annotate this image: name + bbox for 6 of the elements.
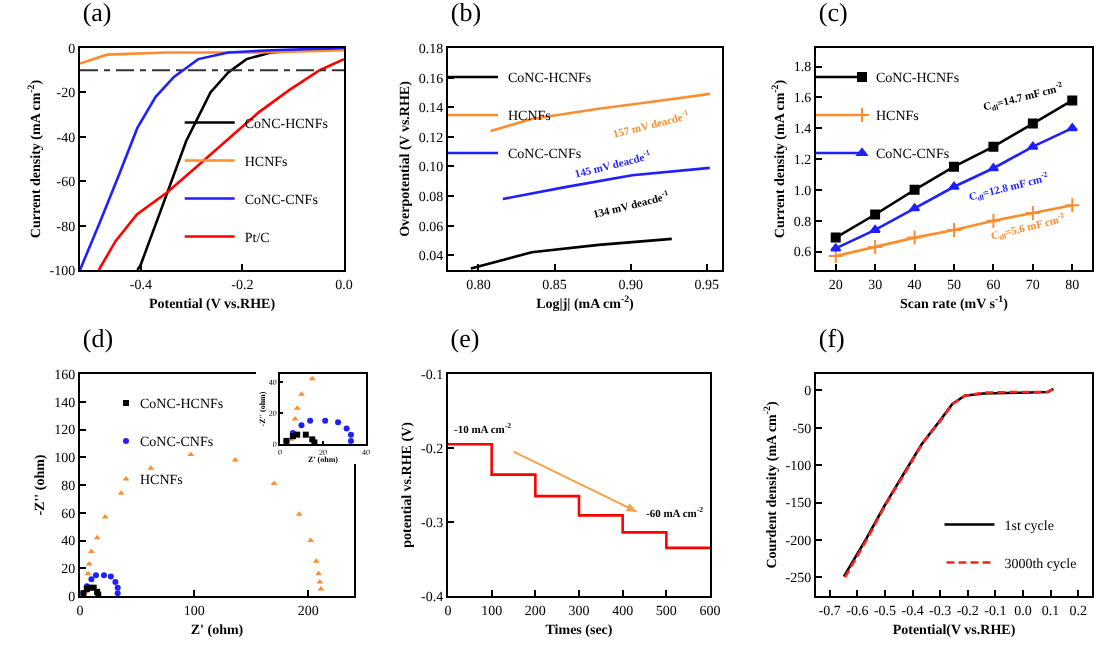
chart-title: (f) bbox=[818, 323, 845, 354]
chart-title: (d) bbox=[82, 323, 114, 354]
chart-title: (c) bbox=[818, 0, 848, 28]
chart-title: (e) bbox=[450, 323, 480, 354]
chart-title: (a) bbox=[82, 0, 112, 28]
chart-title: (b) bbox=[450, 0, 482, 28]
